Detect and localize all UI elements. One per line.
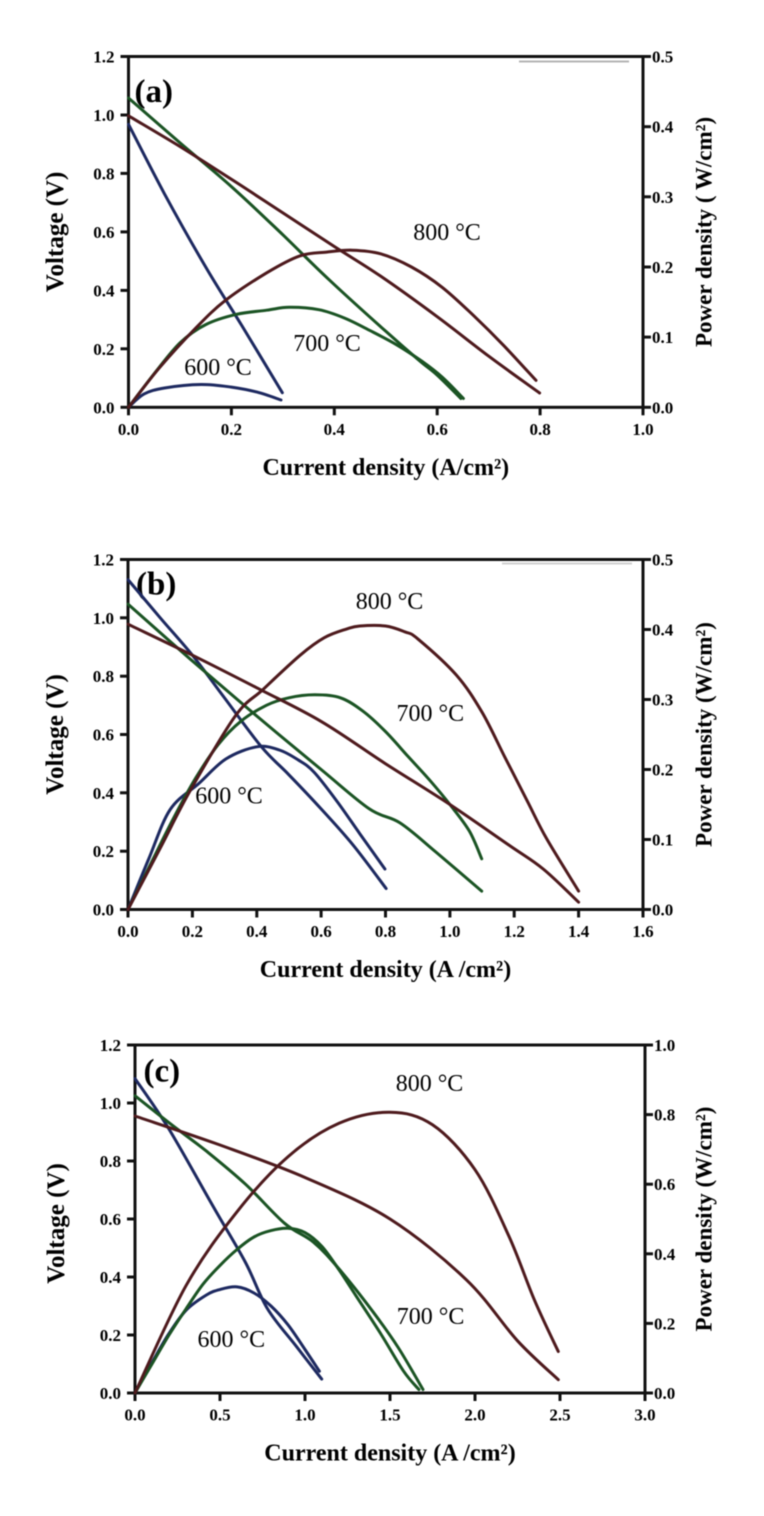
svg-text:700 °C: 700 °C	[396, 701, 464, 727]
svg-text:800 °C: 800 °C	[413, 220, 481, 246]
svg-text:1.0: 1.0	[93, 609, 114, 628]
svg-text:600 °C: 600 °C	[184, 355, 252, 381]
svg-text:3.0: 3.0	[634, 1406, 655, 1425]
svg-text:0.6: 0.6	[310, 922, 331, 941]
svg-text:0.4: 0.4	[654, 1245, 676, 1264]
svg-text:0.0: 0.0	[118, 420, 139, 439]
svg-text:0.0: 0.0	[100, 1384, 121, 1403]
svg-text:0.0: 0.0	[124, 1406, 145, 1425]
svg-text:0.8: 0.8	[529, 420, 550, 439]
svg-text:2.5: 2.5	[549, 1406, 570, 1425]
svg-text:(c): (c)	[144, 1054, 181, 1090]
svg-text:0.6: 0.6	[654, 1175, 675, 1194]
svg-text:1.4: 1.4	[568, 922, 590, 941]
svg-text:0.2: 0.2	[100, 1326, 121, 1345]
svg-text:0.4: 0.4	[246, 922, 268, 941]
svg-text:600 °C: 600 °C	[197, 1327, 265, 1353]
svg-text:0.2: 0.2	[93, 340, 114, 359]
svg-text:0.5: 0.5	[652, 48, 673, 67]
svg-text:700 °C: 700 °C	[397, 1304, 465, 1330]
svg-text:1.5: 1.5	[379, 1406, 400, 1425]
svg-text:0.0: 0.0	[652, 398, 673, 417]
svg-text:Voltage (V): Voltage (V)	[43, 1163, 70, 1284]
svg-text:1.0: 1.0	[632, 420, 653, 439]
svg-text:0.0: 0.0	[93, 901, 114, 920]
svg-text:800 °C: 800 °C	[356, 589, 424, 615]
svg-text:0.2: 0.2	[221, 420, 242, 439]
svg-text:0.4: 0.4	[93, 784, 115, 803]
svg-text:0.8: 0.8	[375, 922, 396, 941]
svg-text:0.2: 0.2	[182, 922, 203, 941]
svg-text:0.0: 0.0	[117, 922, 138, 941]
svg-text:0.2: 0.2	[93, 842, 114, 861]
svg-text:0.8: 0.8	[100, 1152, 121, 1171]
svg-text:0.6: 0.6	[100, 1210, 121, 1229]
svg-text:0.2: 0.2	[652, 761, 673, 780]
svg-text:Current density (A /cm²): Current density (A /cm²)	[260, 957, 511, 983]
svg-text:Current density (A /cm²): Current density (A /cm²)	[264, 1441, 515, 1467]
svg-text:1.6: 1.6	[632, 922, 653, 941]
svg-text:0.4: 0.4	[324, 420, 346, 439]
svg-text:800 °C: 800 °C	[396, 1071, 464, 1097]
svg-text:Power density (W/cm²): Power density (W/cm²)	[692, 1107, 717, 1332]
svg-text:0.8: 0.8	[93, 164, 114, 183]
svg-text:0.4: 0.4	[100, 1268, 122, 1287]
svg-text:0.6: 0.6	[427, 420, 448, 439]
svg-text:1.2: 1.2	[93, 48, 114, 67]
svg-text:0.3: 0.3	[652, 188, 673, 207]
svg-text:1.2: 1.2	[100, 1036, 121, 1055]
svg-text:0.1: 0.1	[652, 831, 673, 850]
svg-text:1.2: 1.2	[93, 551, 114, 570]
svg-text:0.6: 0.6	[93, 726, 114, 745]
svg-text:1.0: 1.0	[439, 922, 460, 941]
svg-text:1.0: 1.0	[100, 1094, 121, 1113]
svg-text:2.0: 2.0	[464, 1406, 485, 1425]
svg-text:Power density ( W/cm²): Power density ( W/cm²)	[692, 117, 717, 347]
svg-text:1.0: 1.0	[294, 1406, 315, 1425]
svg-text:700 °C: 700 °C	[293, 331, 361, 357]
svg-text:0.6: 0.6	[93, 223, 114, 242]
svg-text:1.0: 1.0	[654, 1036, 675, 1055]
svg-text:0.2: 0.2	[652, 258, 673, 277]
svg-text:0.0: 0.0	[93, 398, 114, 417]
svg-text:Voltage (V): Voltage (V)	[42, 172, 69, 293]
svg-text:0.4: 0.4	[93, 281, 115, 300]
svg-text:600 °C: 600 °C	[195, 784, 263, 810]
svg-text:1.0: 1.0	[93, 106, 114, 125]
svg-text:0.2: 0.2	[654, 1314, 675, 1333]
svg-text:Power density (W/cm²): Power density (W/cm²)	[692, 622, 717, 847]
svg-text:Current density (A/cm²): Current density (A/cm²)	[262, 455, 509, 481]
svg-text:0.8: 0.8	[93, 667, 114, 686]
svg-text:0.4: 0.4	[652, 118, 674, 137]
svg-text:0.0: 0.0	[654, 1384, 675, 1403]
svg-text:(a): (a)	[135, 74, 173, 110]
svg-text:Voltage (V): Voltage (V)	[42, 674, 69, 795]
svg-text:0.3: 0.3	[652, 691, 673, 710]
svg-text:0.5: 0.5	[652, 551, 673, 570]
svg-text:0.5: 0.5	[209, 1406, 230, 1425]
svg-text:1.2: 1.2	[504, 922, 525, 941]
svg-text:0.4: 0.4	[652, 621, 674, 640]
svg-text:0.0: 0.0	[652, 901, 673, 920]
svg-text:0.8: 0.8	[654, 1106, 675, 1125]
svg-text:0.1: 0.1	[652, 328, 673, 347]
